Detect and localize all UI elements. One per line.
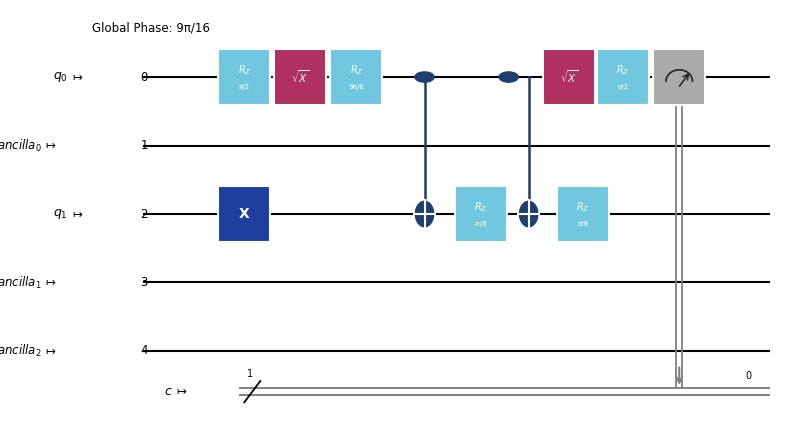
Circle shape [415, 72, 434, 82]
Text: ↦: ↦ [72, 208, 82, 220]
Text: $R_Z$: $R_Z$ [238, 63, 251, 77]
FancyBboxPatch shape [598, 49, 649, 105]
Text: $R_Z$: $R_Z$ [617, 63, 630, 77]
Text: 1: 1 [247, 369, 253, 379]
FancyBboxPatch shape [218, 186, 270, 242]
Circle shape [499, 72, 518, 82]
Text: $ancilla_{0}$: $ancilla_{0}$ [0, 137, 42, 154]
Text: $R_Z$: $R_Z$ [474, 200, 487, 214]
FancyBboxPatch shape [330, 49, 383, 105]
Text: $\sqrt{X}$: $\sqrt{X}$ [560, 69, 578, 85]
FancyBboxPatch shape [274, 49, 327, 105]
Text: $R_Z$: $R_Z$ [577, 200, 590, 214]
Text: ↦: ↦ [176, 385, 186, 398]
FancyBboxPatch shape [218, 49, 270, 105]
FancyBboxPatch shape [654, 49, 706, 105]
Text: $\sqrt{X}$: $\sqrt{X}$ [292, 69, 309, 85]
Ellipse shape [414, 200, 435, 228]
Text: 2: 2 [140, 208, 147, 220]
Text: $c$: $c$ [163, 385, 172, 398]
Text: 9π/8: 9π/8 [348, 84, 364, 90]
Text: ↦: ↦ [46, 345, 55, 357]
FancyBboxPatch shape [455, 186, 507, 242]
Text: 1: 1 [140, 139, 147, 152]
Text: X: X [239, 207, 250, 221]
Text: $ancilla_{2}$: $ancilla_{2}$ [0, 343, 42, 359]
Text: $ancilla_{1}$: $ancilla_{1}$ [0, 274, 42, 291]
Text: $q_{0}$: $q_{0}$ [53, 70, 68, 84]
Text: π/2: π/2 [239, 84, 250, 90]
Text: 3: 3 [140, 276, 147, 289]
Text: 0: 0 [140, 71, 147, 83]
Text: π/8: π/8 [578, 221, 589, 227]
Text: 4: 4 [140, 345, 147, 357]
Text: ↦: ↦ [72, 71, 82, 83]
Text: ↦: ↦ [46, 139, 55, 152]
Text: 0: 0 [746, 371, 752, 381]
Text: -π/8: -π/8 [473, 221, 488, 227]
FancyBboxPatch shape [543, 49, 594, 105]
Text: $q_{1}$: $q_{1}$ [54, 207, 68, 221]
Ellipse shape [518, 200, 539, 228]
Text: $R_Z$: $R_Z$ [350, 63, 363, 77]
Text: ↦: ↦ [46, 276, 55, 289]
Text: Global Phase: 9π/16: Global Phase: 9π/16 [92, 21, 210, 34]
Text: π/2: π/2 [618, 84, 629, 90]
FancyBboxPatch shape [557, 186, 609, 242]
